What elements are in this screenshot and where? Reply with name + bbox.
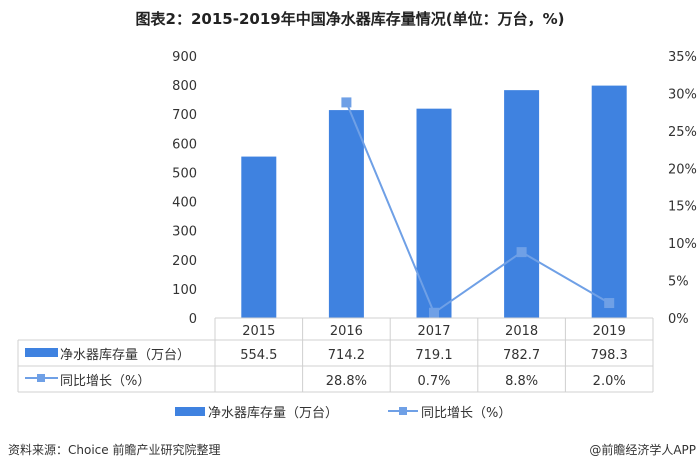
line-legend-marker [37,374,45,382]
table-series-name: 同比增长（%） [60,374,150,389]
chart-title: 图表2：2015-2019年中国净水器库存量情况(单位：万台，%) [135,10,565,28]
bar-data-label: 782.7 [503,348,540,363]
left-tick-label: 900 [172,50,197,65]
left-tick-label: 800 [172,79,197,94]
line-data-label: 28.8% [326,374,367,389]
bar-data-label: 714.2 [328,348,365,363]
category-label: 2015 [242,324,275,339]
growth-marker [604,298,615,309]
right-tick-label: 0% [668,312,689,327]
left-tick-label: 200 [172,254,197,269]
bar [328,110,364,319]
right-tick-label: 30% [668,87,697,102]
legend-label: 同比增长（%） [421,406,511,421]
line-data-label: 8.8% [505,374,538,389]
bar-legend-swatch [25,348,58,357]
bar-data-label: 798.3 [591,348,628,363]
growth-line [345,102,610,315]
line-data-label: 0.7% [417,374,450,389]
left-tick-label: 300 [172,225,197,240]
left-tick-label: 500 [172,166,197,181]
left-tick-label: 400 [172,196,197,211]
left-tick-label: 0 [189,312,197,327]
brand-credit: @前瞻经济学人APP [589,443,696,457]
growth-marker [516,247,527,258]
left-tick-label: 700 [172,108,197,123]
bar-data-label: 719.1 [415,348,452,363]
category-label: 2016 [330,324,363,339]
left-tick-label: 100 [172,283,197,298]
right-tick-label: 15% [668,200,697,215]
category-label: 2018 [505,324,538,339]
left-tick-label: 600 [172,137,197,152]
legend-line-marker [399,407,407,415]
line-data-label: 2.0% [593,374,626,389]
legend-bar-swatch [175,407,205,416]
bar [416,108,452,318]
bar [241,156,277,318]
table-series-name: 净水器库存量（万台） [60,347,190,363]
category-label: 2019 [593,324,626,339]
right-tick-label: 10% [668,237,697,252]
bar [504,90,540,318]
right-tick-label: 35% [668,50,697,65]
right-tick-label: 25% [668,125,697,140]
legend-label: 净水器库存量（万台） [208,405,338,421]
bar [591,85,627,318]
growth-marker [429,307,439,318]
growth-marker [341,97,352,108]
source-note: 资料来源：Choice 前瞻产业研究院整理 [8,443,221,457]
bar-data-label: 554.5 [240,348,277,363]
right-tick-label: 5% [668,275,689,290]
category-label: 2017 [417,324,450,339]
right-tick-label: 20% [668,162,697,177]
